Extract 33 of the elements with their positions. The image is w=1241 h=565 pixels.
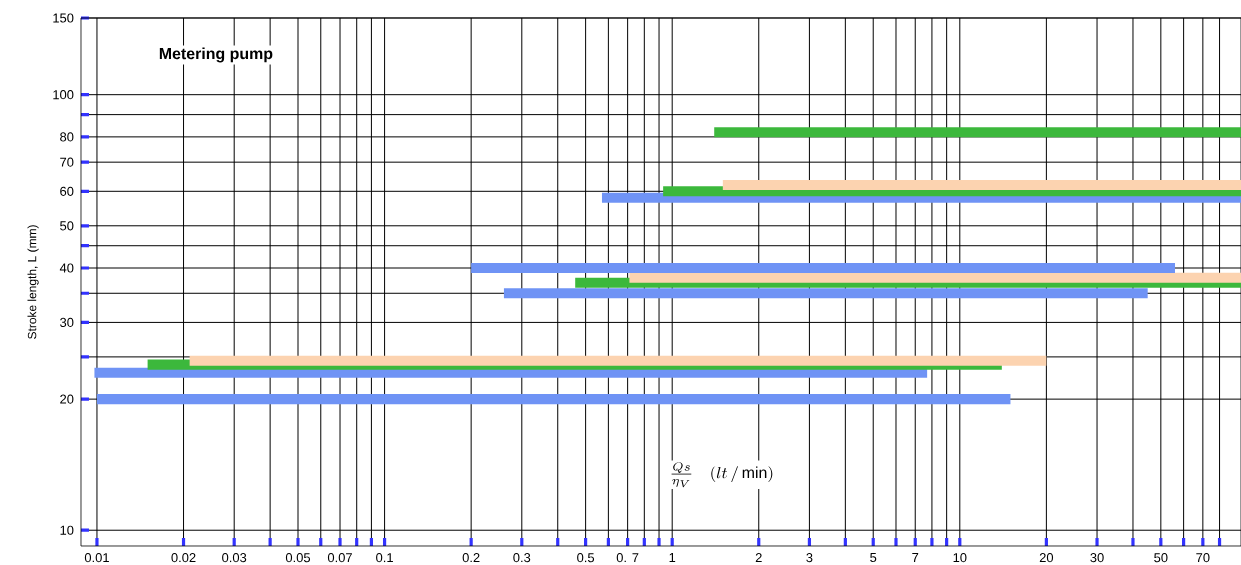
x-tick-label: 0.01 [84,553,109,563]
x-tick-label: 0.03 [222,553,247,563]
x-tick-label: 0.2 [462,553,480,563]
y-tick-label: 40 [59,263,74,273]
y-tick-label: 10 [60,525,74,535]
x-tick-label: 10 [953,553,967,563]
y-tick-label: 50 [60,221,74,231]
x-tick-label: 70 [1196,553,1210,563]
x-tick-label: 7 [912,553,919,562]
y-tick-label: 30 [60,317,74,327]
y-tick-label: 100 [53,90,74,100]
y-tick-label: 150 [53,13,74,23]
text: Metering pump [159,47,273,63]
x-axis-title: $\frac{Qs}{\eta_{V}}\quad(lt\,/\,\mathrm{min})$ [671,462,773,488]
x-tick-label: 0.05 [285,553,311,563]
x-tick-label: 0.07 [327,553,352,563]
x-tick-label: 30 [1090,553,1104,563]
x-tick-label: 0.3 [513,553,531,563]
x-tick-label: 0. 7 [616,553,639,563]
x-tick-label: 1 [669,553,676,562]
y-axis-title: Stroke length, L (mm) [27,225,39,339]
x-tick-label: 0.02 [171,553,196,563]
x-tick-label: 20 [1039,553,1054,563]
x-tick-label: 5 [870,553,877,563]
x-tick-label: 50 [1154,553,1168,563]
x-tick-label: 0.1 [376,553,393,563]
x-tick-label: 0.5 [577,553,595,563]
y-tick-label: 60 [60,186,74,196]
y-tick-label: 80 [60,132,74,142]
y-tick-label: 70 [60,157,74,167]
x-tick-label: 2 [755,553,762,563]
x-tick-label: 3 [806,553,813,563]
y-tick-label: 20 [60,394,74,404]
